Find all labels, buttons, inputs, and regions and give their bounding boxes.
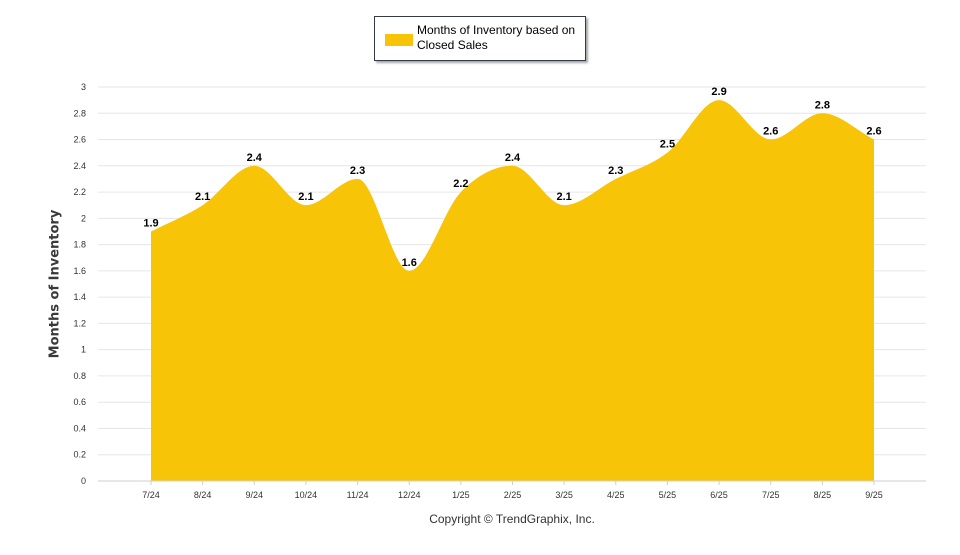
data-labels: 1.9 2.1 2.4 2.1 2.3 1.6 2.2 2.4 2.1 2.3 2.5 2.9 2.6 2…	[143, 86, 881, 269]
x-tick-label: 11/24	[347, 490, 369, 500]
data-label: 2.3	[350, 165, 365, 177]
legend-swatch	[385, 34, 413, 46]
legend-label: Months of Inventory based on Closed Sale…	[417, 23, 576, 52]
data-label: 2.1	[298, 191, 313, 203]
data-label: 2.1	[556, 191, 571, 203]
y-tick-label: 0.2	[73, 450, 86, 460]
data-label: 1.9	[143, 217, 158, 229]
y-tick-label: 3	[81, 82, 86, 92]
data-label: 2.1	[195, 191, 210, 203]
x-tick-label: 6/25	[710, 490, 728, 500]
legend: Months of Inventory based on Closed Sale…	[374, 16, 586, 61]
y-tick-label: 2.2	[73, 187, 86, 197]
y-tick-label: 0.6	[73, 397, 86, 407]
x-tick-label: 9/25	[865, 490, 883, 500]
data-label: 2.4	[247, 152, 263, 164]
data-label: 2.8	[815, 99, 830, 111]
data-label: 2.3	[608, 165, 623, 177]
y-tick-label: 1.4	[73, 292, 86, 302]
data-label: 2.2	[453, 178, 468, 190]
x-tick-label: 1/25	[452, 490, 470, 500]
data-label: 2.4	[505, 152, 521, 164]
x-tick-label: 7/24	[142, 490, 160, 500]
y-tick-label: 0.8	[73, 371, 86, 381]
axes: 0 0.2 0.4 0.6 0.8 1 1.2 1.4 1.6 1.8 2 2.2 2.4 2.6 2.8 3…	[73, 82, 926, 500]
x-tick-label: 3/25	[555, 490, 573, 500]
x-tick-label: 4/25	[607, 490, 625, 500]
y-tick-label: 2.8	[73, 108, 86, 118]
x-tick-label: 10/24	[295, 490, 318, 500]
area-fill	[151, 100, 874, 481]
data-label: 2.9	[711, 86, 726, 98]
y-tick-label: 2.6	[73, 135, 86, 145]
data-label: 2.5	[660, 139, 675, 151]
y-axis-title: Months of Inventory	[47, 209, 63, 359]
data-label: 1.6	[402, 257, 417, 269]
y-tick-label: 0	[81, 476, 86, 486]
x-tick-label: 2/25	[504, 490, 522, 500]
x-tick-label: 7/25	[762, 490, 780, 500]
copyright-footer: Copyright © TrendGraphix, Inc.	[429, 512, 595, 526]
data-label: 2.6	[763, 126, 778, 138]
x-tick-label: 8/25	[814, 490, 832, 500]
y-tick-label: 1.2	[73, 318, 86, 328]
y-tick-label: 2.4	[73, 161, 86, 171]
x-tick-label: 5/25	[659, 490, 677, 500]
area-series	[151, 100, 874, 481]
x-tick-label: 8/24	[194, 490, 212, 500]
y-tick-label: 2	[81, 213, 86, 223]
data-label: 2.6	[866, 126, 881, 138]
y-tick-label: 1	[81, 345, 86, 355]
x-tick-label: 9/24	[246, 490, 264, 500]
y-tick-label: 1.8	[73, 240, 86, 250]
x-tick-label: 12/24	[398, 490, 421, 500]
y-tick-label: 1.6	[73, 266, 86, 276]
y-tick-label: 0.4	[73, 423, 86, 433]
